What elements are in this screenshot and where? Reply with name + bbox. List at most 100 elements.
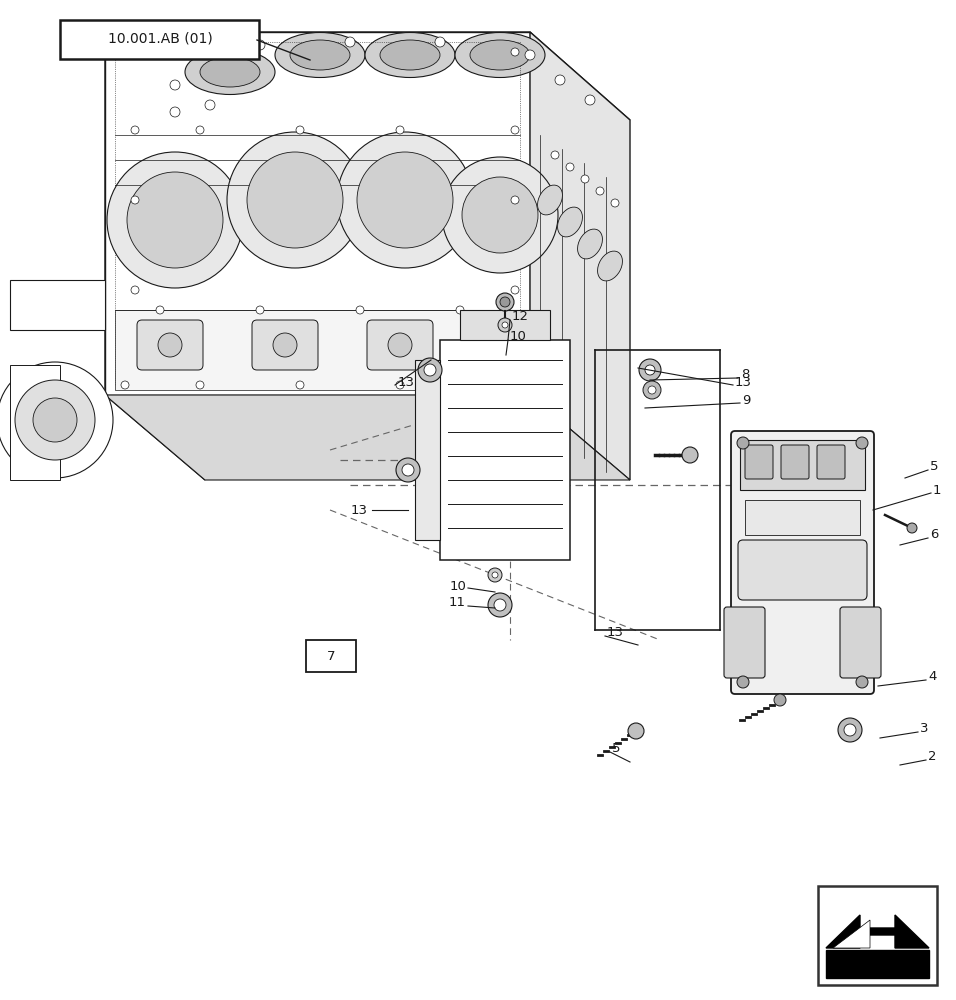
Circle shape	[273, 333, 297, 357]
Polygon shape	[105, 395, 630, 480]
Text: 13: 13	[735, 375, 752, 388]
Text: 12: 12	[512, 310, 529, 322]
Circle shape	[645, 365, 655, 375]
Circle shape	[682, 447, 698, 463]
Ellipse shape	[200, 57, 260, 87]
Circle shape	[643, 381, 661, 399]
Circle shape	[511, 48, 519, 56]
Circle shape	[488, 593, 512, 617]
Circle shape	[496, 293, 514, 311]
Circle shape	[585, 95, 595, 105]
Text: 4: 4	[928, 670, 936, 684]
Circle shape	[396, 381, 404, 389]
Text: 6: 6	[930, 528, 939, 542]
Circle shape	[737, 676, 749, 688]
Circle shape	[774, 694, 786, 706]
Circle shape	[525, 50, 535, 60]
Text: 5: 5	[930, 460, 939, 474]
Text: 7: 7	[327, 650, 336, 662]
FancyBboxPatch shape	[745, 445, 773, 479]
Circle shape	[737, 437, 749, 449]
Bar	[740, 440, 865, 490]
FancyBboxPatch shape	[818, 886, 937, 985]
Circle shape	[196, 381, 204, 389]
Circle shape	[227, 132, 363, 268]
Ellipse shape	[275, 32, 365, 78]
Circle shape	[255, 40, 265, 50]
Circle shape	[131, 126, 139, 134]
Ellipse shape	[365, 32, 455, 78]
Text: 13: 13	[351, 504, 368, 516]
Circle shape	[296, 126, 304, 134]
Bar	[745, 500, 860, 535]
Circle shape	[158, 333, 182, 357]
FancyBboxPatch shape	[724, 607, 765, 678]
Text: 9: 9	[742, 393, 750, 406]
Circle shape	[844, 724, 856, 736]
Circle shape	[502, 322, 508, 328]
Circle shape	[596, 187, 604, 195]
Circle shape	[435, 37, 445, 47]
Polygon shape	[10, 280, 105, 330]
Circle shape	[418, 358, 442, 382]
Polygon shape	[105, 32, 530, 395]
Circle shape	[357, 152, 453, 248]
Ellipse shape	[290, 40, 350, 70]
Circle shape	[356, 306, 364, 314]
Text: 10: 10	[449, 580, 466, 592]
Circle shape	[107, 152, 243, 288]
Circle shape	[555, 75, 565, 85]
Ellipse shape	[577, 229, 602, 259]
Text: 11: 11	[449, 596, 466, 609]
Circle shape	[247, 152, 343, 248]
Circle shape	[628, 723, 644, 739]
Circle shape	[170, 80, 180, 90]
FancyBboxPatch shape	[137, 320, 203, 370]
Circle shape	[127, 172, 223, 268]
FancyBboxPatch shape	[60, 20, 259, 59]
Circle shape	[462, 177, 538, 253]
Circle shape	[345, 37, 355, 47]
Circle shape	[196, 126, 204, 134]
Ellipse shape	[380, 40, 440, 70]
Circle shape	[402, 464, 414, 476]
Circle shape	[496, 381, 504, 389]
Circle shape	[256, 306, 264, 314]
Bar	[826, 950, 929, 978]
Circle shape	[856, 437, 868, 449]
Circle shape	[511, 381, 519, 389]
Circle shape	[0, 362, 113, 478]
Text: 2: 2	[928, 750, 937, 764]
Polygon shape	[833, 920, 870, 948]
Circle shape	[456, 306, 464, 314]
Circle shape	[33, 398, 77, 442]
Ellipse shape	[470, 40, 530, 70]
FancyBboxPatch shape	[738, 540, 867, 600]
Circle shape	[488, 568, 502, 582]
FancyBboxPatch shape	[731, 431, 874, 694]
Circle shape	[498, 318, 512, 332]
Circle shape	[856, 676, 868, 688]
Circle shape	[396, 126, 404, 134]
Circle shape	[296, 381, 304, 389]
Circle shape	[581, 175, 589, 183]
FancyBboxPatch shape	[367, 320, 433, 370]
Text: 13: 13	[607, 626, 624, 640]
Circle shape	[907, 523, 917, 533]
Circle shape	[511, 286, 519, 294]
Circle shape	[442, 157, 558, 273]
Circle shape	[639, 359, 661, 381]
Circle shape	[511, 196, 519, 204]
Circle shape	[131, 196, 139, 204]
FancyBboxPatch shape	[781, 445, 809, 479]
Text: 3: 3	[920, 722, 928, 736]
Text: 5: 5	[612, 742, 620, 754]
FancyBboxPatch shape	[817, 445, 845, 479]
Text: 10: 10	[510, 330, 527, 344]
Circle shape	[500, 297, 510, 307]
Polygon shape	[826, 915, 929, 948]
Circle shape	[494, 599, 506, 611]
Circle shape	[205, 100, 215, 110]
Circle shape	[337, 132, 473, 268]
Circle shape	[156, 306, 164, 314]
